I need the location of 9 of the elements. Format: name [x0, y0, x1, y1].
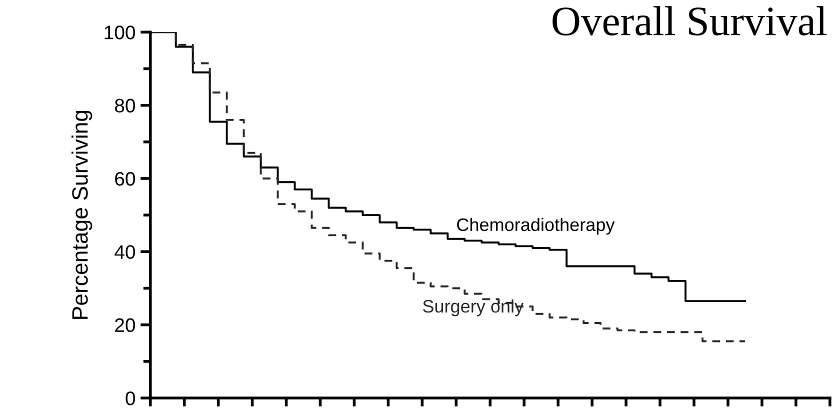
- y-tick-label: 40: [114, 245, 136, 259]
- y-tick-label: 20: [115, 318, 136, 332]
- y-tick-label: 0: [126, 391, 136, 406]
- y-tick-label: 80: [114, 98, 136, 113]
- series-label: Chemoradiotherapy: [457, 218, 615, 235]
- y-tick-label: 100: [104, 26, 136, 40]
- y-tick-label: 60: [115, 172, 136, 186]
- chart-title: Overall Survival: [552, 6, 827, 36]
- y-axis-title: Percentage Surviving: [72, 110, 92, 319]
